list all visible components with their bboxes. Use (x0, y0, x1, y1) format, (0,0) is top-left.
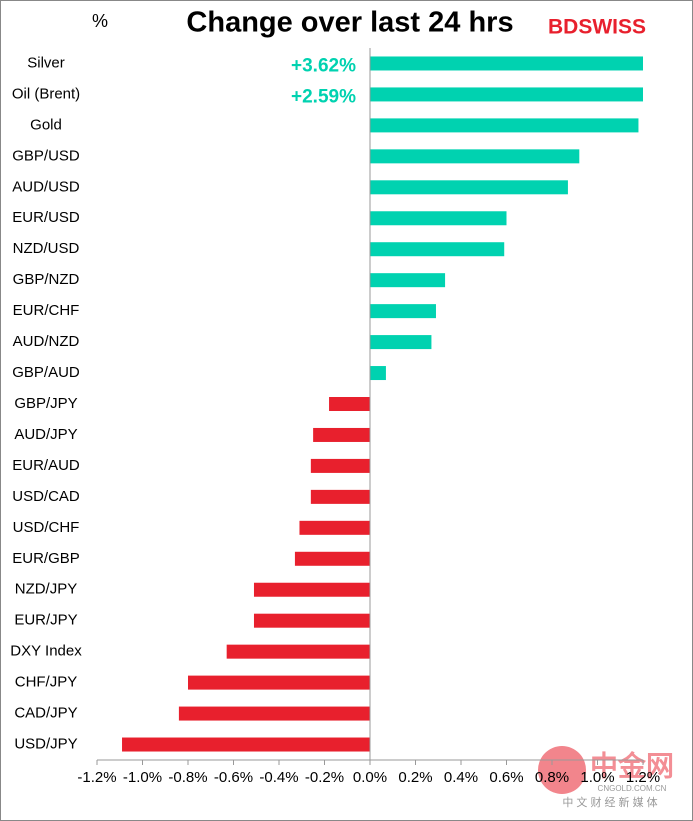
y-tick-label: USD/CAD (12, 488, 80, 505)
bar (370, 180, 568, 195)
bar (310, 489, 370, 504)
x-tick-label: 0.0% (353, 769, 387, 786)
x-tick-label: 0.8% (535, 769, 569, 786)
bar (370, 211, 507, 226)
y-tick-label: AUD/NZD (13, 333, 80, 350)
y-tick-label: USD/CHF (13, 519, 80, 536)
bar (122, 737, 371, 752)
bar (370, 118, 639, 133)
x-tick-label: 0.2% (398, 769, 432, 786)
y-tick-label: CAD/JPY (14, 705, 77, 722)
y-tick-label: EUR/USD (12, 209, 80, 226)
y-tick-label: Gold (30, 116, 62, 133)
x-tick-label: 0.4% (444, 769, 478, 786)
y-tick-label: GBP/NZD (13, 271, 80, 288)
watermark-tagline: 中 文 财 经 新 媒 体 (562, 795, 657, 809)
bar (370, 56, 643, 71)
bar (370, 335, 432, 350)
y-tick-label: EUR/JPY (14, 612, 77, 629)
x-tick-label: -1.0% (123, 769, 162, 786)
x-tick-label: 1.2% (626, 769, 660, 786)
bar (188, 675, 370, 690)
y-tick-label: EUR/AUD (12, 457, 80, 474)
logo: BDSWISS (548, 16, 646, 39)
bar (226, 644, 370, 659)
x-tick-label: -0.4% (259, 769, 298, 786)
bar (370, 242, 505, 257)
bar (253, 582, 370, 597)
x-tick-label: -0.6% (214, 769, 253, 786)
x-tick-label: -0.2% (305, 769, 344, 786)
chart-title: Change over last 24 hrs (186, 7, 513, 39)
x-tick-label: -0.8% (168, 769, 207, 786)
bar (329, 397, 370, 411)
y-tick-label: Silver (27, 54, 65, 71)
y-tick-label: AUD/JPY (14, 426, 77, 443)
bar (253, 613, 370, 628)
value-label: +2.59% (291, 86, 356, 107)
bar (313, 427, 370, 442)
y-tick-label: NZD/USD (13, 240, 80, 257)
bar (178, 706, 370, 721)
bar (370, 87, 643, 102)
x-tick-label: -1.2% (77, 769, 116, 786)
y-tick-label: DXY Index (10, 643, 82, 660)
bar (370, 304, 436, 319)
x-tick-label: 1.0% (580, 769, 614, 786)
watermark-icon (538, 746, 586, 794)
y-tick-label: AUD/USD (12, 178, 80, 195)
x-tick-label: 0.6% (489, 769, 523, 786)
y-tick-label: EUR/GBP (12, 550, 80, 567)
y-tick-label: EUR/CHF (13, 302, 80, 319)
y-tick-label: GBP/AUD (12, 364, 80, 381)
watermark: 中金网 (590, 749, 674, 781)
watermark-site: CNGOLD.COM.CN (598, 784, 667, 793)
unit-label: % (92, 11, 108, 31)
bar (370, 149, 580, 164)
bar (294, 551, 370, 566)
bar (370, 366, 386, 381)
y-tick-label: USD/JPY (14, 735, 77, 752)
y-tick-label: GBP/JPY (14, 395, 77, 412)
y-tick-label: Oil (Brent) (12, 85, 80, 102)
bar (299, 520, 370, 535)
y-tick-label: GBP/USD (12, 147, 80, 164)
y-tick-label: CHF/JPY (15, 674, 78, 691)
bar (370, 273, 446, 288)
y-tick-label: NZD/JPY (15, 581, 78, 598)
bar (310, 458, 370, 473)
value-label: +3.62% (291, 55, 356, 76)
